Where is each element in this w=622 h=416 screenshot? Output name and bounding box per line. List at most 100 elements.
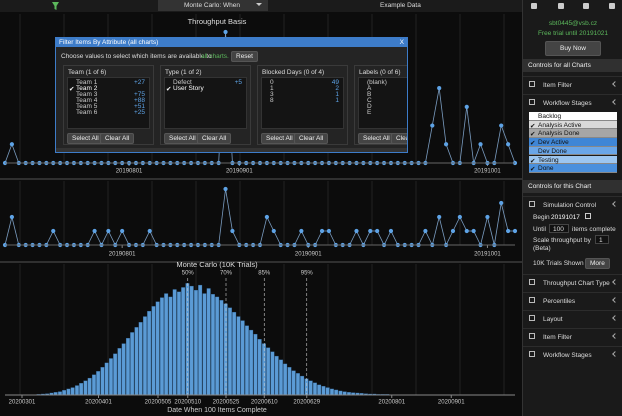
throughput-point <box>271 228 276 234</box>
histogram-bar <box>240 320 245 396</box>
control-row[interactable]: Percentiles <box>523 292 622 308</box>
stage-label: Backlog <box>538 113 562 120</box>
item-label[interactable]: E <box>367 109 372 116</box>
stage-option[interactable]: ✔ Dev Active <box>529 138 617 147</box>
throughput-point <box>319 228 325 234</box>
panel-button[interactable]: Select All <box>358 133 395 144</box>
item-label[interactable]: Team 2 <box>76 85 98 92</box>
more-button[interactable]: More <box>585 258 610 269</box>
filter-panel: Type (1 of 2) Defect +5 ✔ User Story Select A… <box>160 65 251 145</box>
throughput-point <box>92 228 97 234</box>
stage-option[interactable]: Dev Done <box>529 146 617 156</box>
item-label[interactable]: Team 6 <box>76 109 98 116</box>
panel-button[interactable]: Select All <box>164 133 201 144</box>
control-row[interactable]: Layout <box>523 310 622 326</box>
until-input[interactable]: 100 <box>549 224 569 233</box>
item-label[interactable]: B <box>367 91 372 98</box>
stage-option[interactable]: ✔ Analysis Active <box>529 120 617 130</box>
dialog-link[interactable]: all charts. <box>201 53 229 60</box>
panel-button[interactable]: Select All <box>261 133 298 144</box>
toolbar-icon[interactable] <box>531 3 537 9</box>
item-label[interactable]: 3 <box>270 91 274 98</box>
chevron <box>612 279 618 285</box>
item-label[interactable]: (blank) <box>367 79 387 86</box>
x-tick-label: 20200505 <box>145 400 172 406</box>
control-icon <box>529 201 535 207</box>
x-tick-label: 20200901 <box>438 400 465 406</box>
dataset: Example Data <box>380 2 421 9</box>
buy-button[interactable]: Buy Now <box>545 41 601 56</box>
histogram-bar <box>181 287 186 396</box>
percentile-label: 50% <box>182 271 195 277</box>
mode-dropdown[interactable]: Monte Carlo: When <box>158 0 268 11</box>
control-row[interactable]: Item Filter <box>523 328 622 344</box>
histogram-bar <box>104 362 109 396</box>
control-row[interactable]: Throughput Chart Type <box>523 274 622 290</box>
control-row[interactable]: Simulation Control <box>523 196 622 212</box>
throughput-point <box>506 142 511 147</box>
until-suffix: items complete <box>572 226 616 233</box>
scale-input[interactable]: 1 <box>595 235 609 244</box>
item-label[interactable]: Defect <box>173 79 192 86</box>
panel-button[interactable]: Clear All <box>294 133 329 144</box>
item-label[interactable]: A <box>367 85 372 92</box>
stage-option[interactable]: ✔ Analysis Done <box>529 129 617 138</box>
filter-panel: Team (1 of 6) Team 1 +27 ✔ Team 2 Team 3 +75 Te… <box>63 65 154 145</box>
stage-option[interactable]: ✔ Testing <box>529 155 617 165</box>
histogram-bar <box>329 388 334 396</box>
filter-icon[interactable] <box>52 2 59 10</box>
sidebar: sbt0445@vsb.cz Free trial until 20191021 B… <box>522 0 622 416</box>
until-label: Until <box>533 226 547 233</box>
check-mark: ✔ <box>530 122 536 130</box>
chevron <box>612 333 618 339</box>
toolbar-icon[interactable] <box>609 3 615 9</box>
item-label[interactable]: C <box>367 97 372 104</box>
item-label[interactable]: 0 <box>270 79 274 86</box>
toolbar-icon[interactable] <box>583 3 589 9</box>
dialog-close[interactable]: X <box>399 39 404 46</box>
stage-option[interactable]: ✔ Done <box>529 164 617 173</box>
item-label[interactable]: Team 3 <box>76 91 98 98</box>
histogram-bar <box>304 378 309 396</box>
panel-button[interactable]: Clear All <box>197 133 232 144</box>
panel-list: Team 1 +27 ✔ Team 2 Team 3 +75 Team 4 +88 Team 5… <box>67 77 150 129</box>
histogram-bar <box>312 382 317 396</box>
histogram-bar <box>87 377 92 396</box>
control-label: Item Filter <box>543 82 572 89</box>
histogram-bar <box>70 387 75 396</box>
stage-label: Dev Active <box>538 139 569 147</box>
item-label[interactable]: D <box>367 103 372 110</box>
panel-title: Team (1 of 6) <box>68 69 107 76</box>
item-label[interactable]: 1 <box>270 85 274 92</box>
panel-button[interactable]: Select All <box>67 133 104 144</box>
item-count: 2 <box>335 85 339 92</box>
throughput-point <box>443 142 449 147</box>
check-mark: ✔ <box>166 86 172 93</box>
histogram-bar <box>287 367 292 396</box>
calendar-icon[interactable] <box>585 213 591 219</box>
item-label[interactable]: Team 1 <box>76 79 98 86</box>
histogram-bar <box>130 332 135 396</box>
histogram-bar <box>164 293 169 396</box>
control-label: Workflow Stages <box>543 100 592 107</box>
panel-button[interactable]: Clear All <box>100 133 135 144</box>
item-label[interactable]: User Story <box>173 85 204 92</box>
item-label[interactable]: Team 5 <box>76 103 98 110</box>
histogram-bar <box>274 355 279 396</box>
control-row[interactable]: Item Filter <box>523 76 622 92</box>
dialog-instructions: Choose values to select which items are … <box>61 53 212 60</box>
control-row[interactable]: Workflow Stages <box>523 346 622 362</box>
histogram-bar <box>283 363 288 396</box>
histogram-bar <box>83 380 88 396</box>
toolbar-icon[interactable] <box>558 3 564 9</box>
item-label[interactable]: 8 <box>270 97 274 104</box>
item-count: +75 <box>133 91 145 98</box>
panel-button[interactable]: Clear All <box>391 133 407 144</box>
x-tick-label: 20190901 <box>295 252 322 258</box>
histogram-bar <box>291 370 296 396</box>
reset-button[interactable]: Reset <box>231 51 258 62</box>
item-label[interactable]: Team 4 <box>76 97 98 104</box>
stage-option[interactable]: Backlog <box>529 112 617 121</box>
control-row[interactable]: Workflow Stages <box>523 94 622 110</box>
